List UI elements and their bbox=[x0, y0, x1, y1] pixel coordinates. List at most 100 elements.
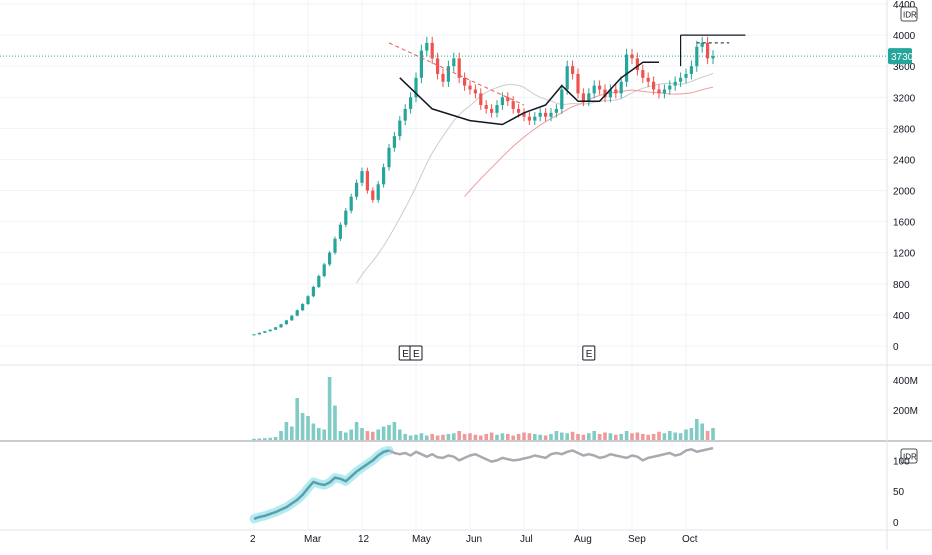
price-tick-label: 4000 bbox=[893, 31, 916, 42]
candle-body bbox=[630, 54, 634, 59]
volume-bar bbox=[549, 434, 553, 440]
candle-body bbox=[587, 93, 591, 102]
candle-body bbox=[252, 334, 256, 336]
time-tick-label: Aug bbox=[574, 534, 592, 545]
candle-body bbox=[290, 315, 294, 321]
candle-body bbox=[527, 116, 531, 121]
volume-bar bbox=[657, 431, 661, 440]
candle-body bbox=[263, 331, 267, 333]
candle-body bbox=[495, 105, 499, 113]
volume-bar bbox=[371, 431, 375, 440]
candle-body bbox=[349, 196, 353, 211]
candle-body bbox=[284, 320, 288, 325]
candle-body bbox=[652, 81, 656, 90]
volume-bar bbox=[441, 434, 445, 440]
candle-body bbox=[560, 89, 564, 109]
volume-bar bbox=[300, 413, 305, 440]
candle-body bbox=[403, 108, 407, 121]
candle-body bbox=[414, 77, 418, 98]
volume-bar bbox=[408, 435, 413, 440]
volume-bar bbox=[279, 431, 283, 440]
volume-bar bbox=[403, 434, 407, 440]
price-tick-label: 400 bbox=[893, 311, 910, 322]
candle-body bbox=[468, 85, 472, 90]
candle-body bbox=[662, 89, 666, 94]
volume-bar bbox=[484, 434, 488, 440]
volume-bar bbox=[614, 434, 618, 440]
volume-bar bbox=[516, 434, 521, 440]
volume-bar bbox=[263, 438, 267, 440]
price-tick-label: 800 bbox=[893, 280, 910, 291]
candle-body bbox=[376, 184, 380, 200]
volume-bar bbox=[252, 438, 256, 440]
volume-bar bbox=[376, 429, 380, 440]
volume-bar bbox=[338, 431, 343, 440]
price-currency-badge: IDR bbox=[903, 11, 917, 20]
last-price-label: 3730 bbox=[891, 52, 914, 63]
volume-bar bbox=[479, 435, 483, 440]
volume-bar bbox=[360, 428, 364, 440]
volume-bar bbox=[695, 419, 699, 440]
volume-bar bbox=[624, 431, 629, 440]
candle-body bbox=[382, 167, 386, 185]
time-tick-label: 12 bbox=[358, 534, 370, 545]
time-tick-label: May bbox=[412, 534, 431, 545]
candle-body bbox=[641, 70, 645, 78]
volume-bar bbox=[317, 428, 321, 440]
candle-body bbox=[484, 105, 488, 109]
volume-bar bbox=[635, 432, 640, 440]
earnings-marker-label: E bbox=[402, 349, 409, 360]
volume-bar bbox=[630, 433, 634, 440]
osc-tick-label: 100 bbox=[893, 456, 910, 467]
volume-bar bbox=[673, 432, 677, 440]
price-tick-label: 0 bbox=[893, 342, 899, 353]
candle-body bbox=[684, 73, 688, 78]
volume-bar bbox=[646, 434, 650, 440]
volume-bar bbox=[554, 431, 559, 440]
volume-bar bbox=[597, 434, 602, 440]
earnings-marker-box bbox=[582, 345, 596, 361]
price-tick-label: 3600 bbox=[893, 62, 916, 73]
candle-body bbox=[544, 112, 548, 117]
candle-body bbox=[295, 310, 299, 316]
earnings-marker-box bbox=[409, 345, 423, 361]
candle-body bbox=[452, 58, 456, 67]
volume-bar bbox=[381, 426, 386, 440]
volume-bar bbox=[354, 422, 359, 440]
volume-bar bbox=[387, 425, 391, 440]
candle-body bbox=[673, 81, 677, 86]
candle-body bbox=[581, 93, 585, 102]
drawings bbox=[0, 34, 887, 126]
volume-bar bbox=[603, 432, 607, 440]
candle-body bbox=[419, 50, 423, 78]
price-tick-label: 4400 bbox=[893, 0, 916, 11]
last-price-badge bbox=[888, 48, 912, 65]
volume-bar bbox=[425, 435, 429, 440]
volume-bar bbox=[414, 434, 418, 440]
volume-bar bbox=[365, 431, 370, 440]
volume-bar bbox=[527, 433, 532, 440]
volume-bar bbox=[506, 434, 510, 440]
time-tick-label: Mar bbox=[304, 534, 322, 545]
volume-bars bbox=[252, 377, 715, 440]
volume-bar bbox=[392, 422, 397, 440]
candle-body bbox=[635, 58, 639, 71]
candle-body bbox=[592, 85, 596, 94]
volume-bar bbox=[349, 429, 353, 440]
volume-bar bbox=[311, 423, 316, 440]
osc-currency-badge-box bbox=[900, 448, 918, 464]
volume-bar bbox=[495, 434, 499, 440]
candle-body bbox=[706, 42, 710, 59]
candle-body bbox=[306, 296, 310, 305]
volume-bar bbox=[641, 434, 645, 440]
candle-body bbox=[614, 89, 618, 94]
candle-body bbox=[365, 171, 369, 191]
volume-bar bbox=[511, 435, 515, 440]
volume-bar bbox=[322, 429, 326, 440]
volume-bar bbox=[468, 433, 472, 440]
volume-bar bbox=[700, 423, 704, 440]
price-currency-badge-box bbox=[900, 6, 918, 22]
candle-body bbox=[554, 108, 558, 113]
volume-bar bbox=[398, 429, 402, 440]
